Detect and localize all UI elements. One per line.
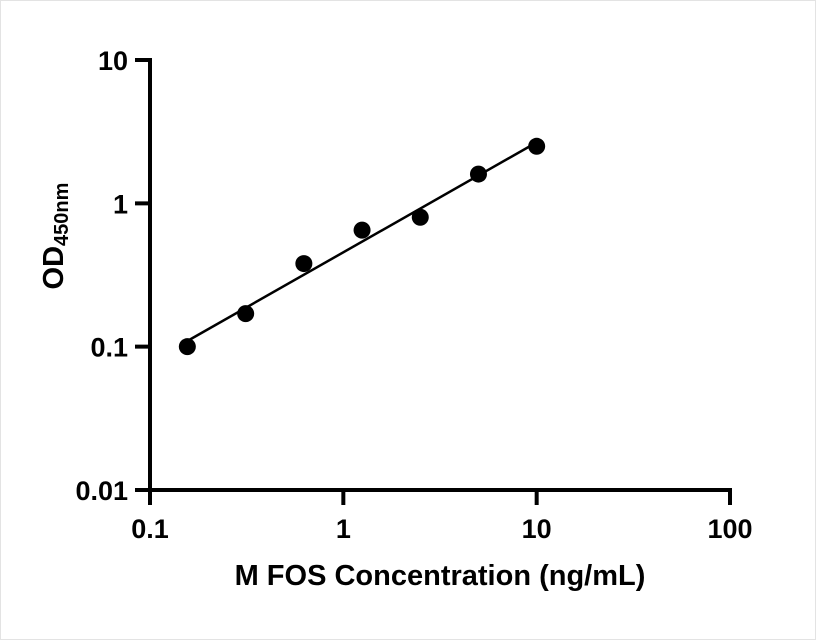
data-point <box>353 221 371 239</box>
y-axis-title-sub: 450nm <box>51 182 73 246</box>
data-point <box>528 137 546 155</box>
y-axis-title-main: OD <box>38 245 70 290</box>
x-tick-label: 100 <box>707 514 752 544</box>
data-point <box>295 255 313 273</box>
x-tick-label: 0.1 <box>131 514 169 544</box>
x-tick-label: 1 <box>336 514 351 544</box>
y-axis-title: OD450nm <box>33 136 75 336</box>
y-tick-label: 0.1 <box>90 333 128 363</box>
data-point <box>469 165 487 183</box>
data-point <box>411 208 429 226</box>
y-tick-label: 0.01 <box>75 476 128 506</box>
y-tick-label: 10 <box>98 46 128 76</box>
x-tick-label: 10 <box>522 514 552 544</box>
data-point <box>178 338 196 356</box>
data-point <box>237 305 255 323</box>
y-tick-label: 1 <box>113 189 128 219</box>
x-axis-title: M FOS Concentration (ng/mL) <box>234 560 646 592</box>
